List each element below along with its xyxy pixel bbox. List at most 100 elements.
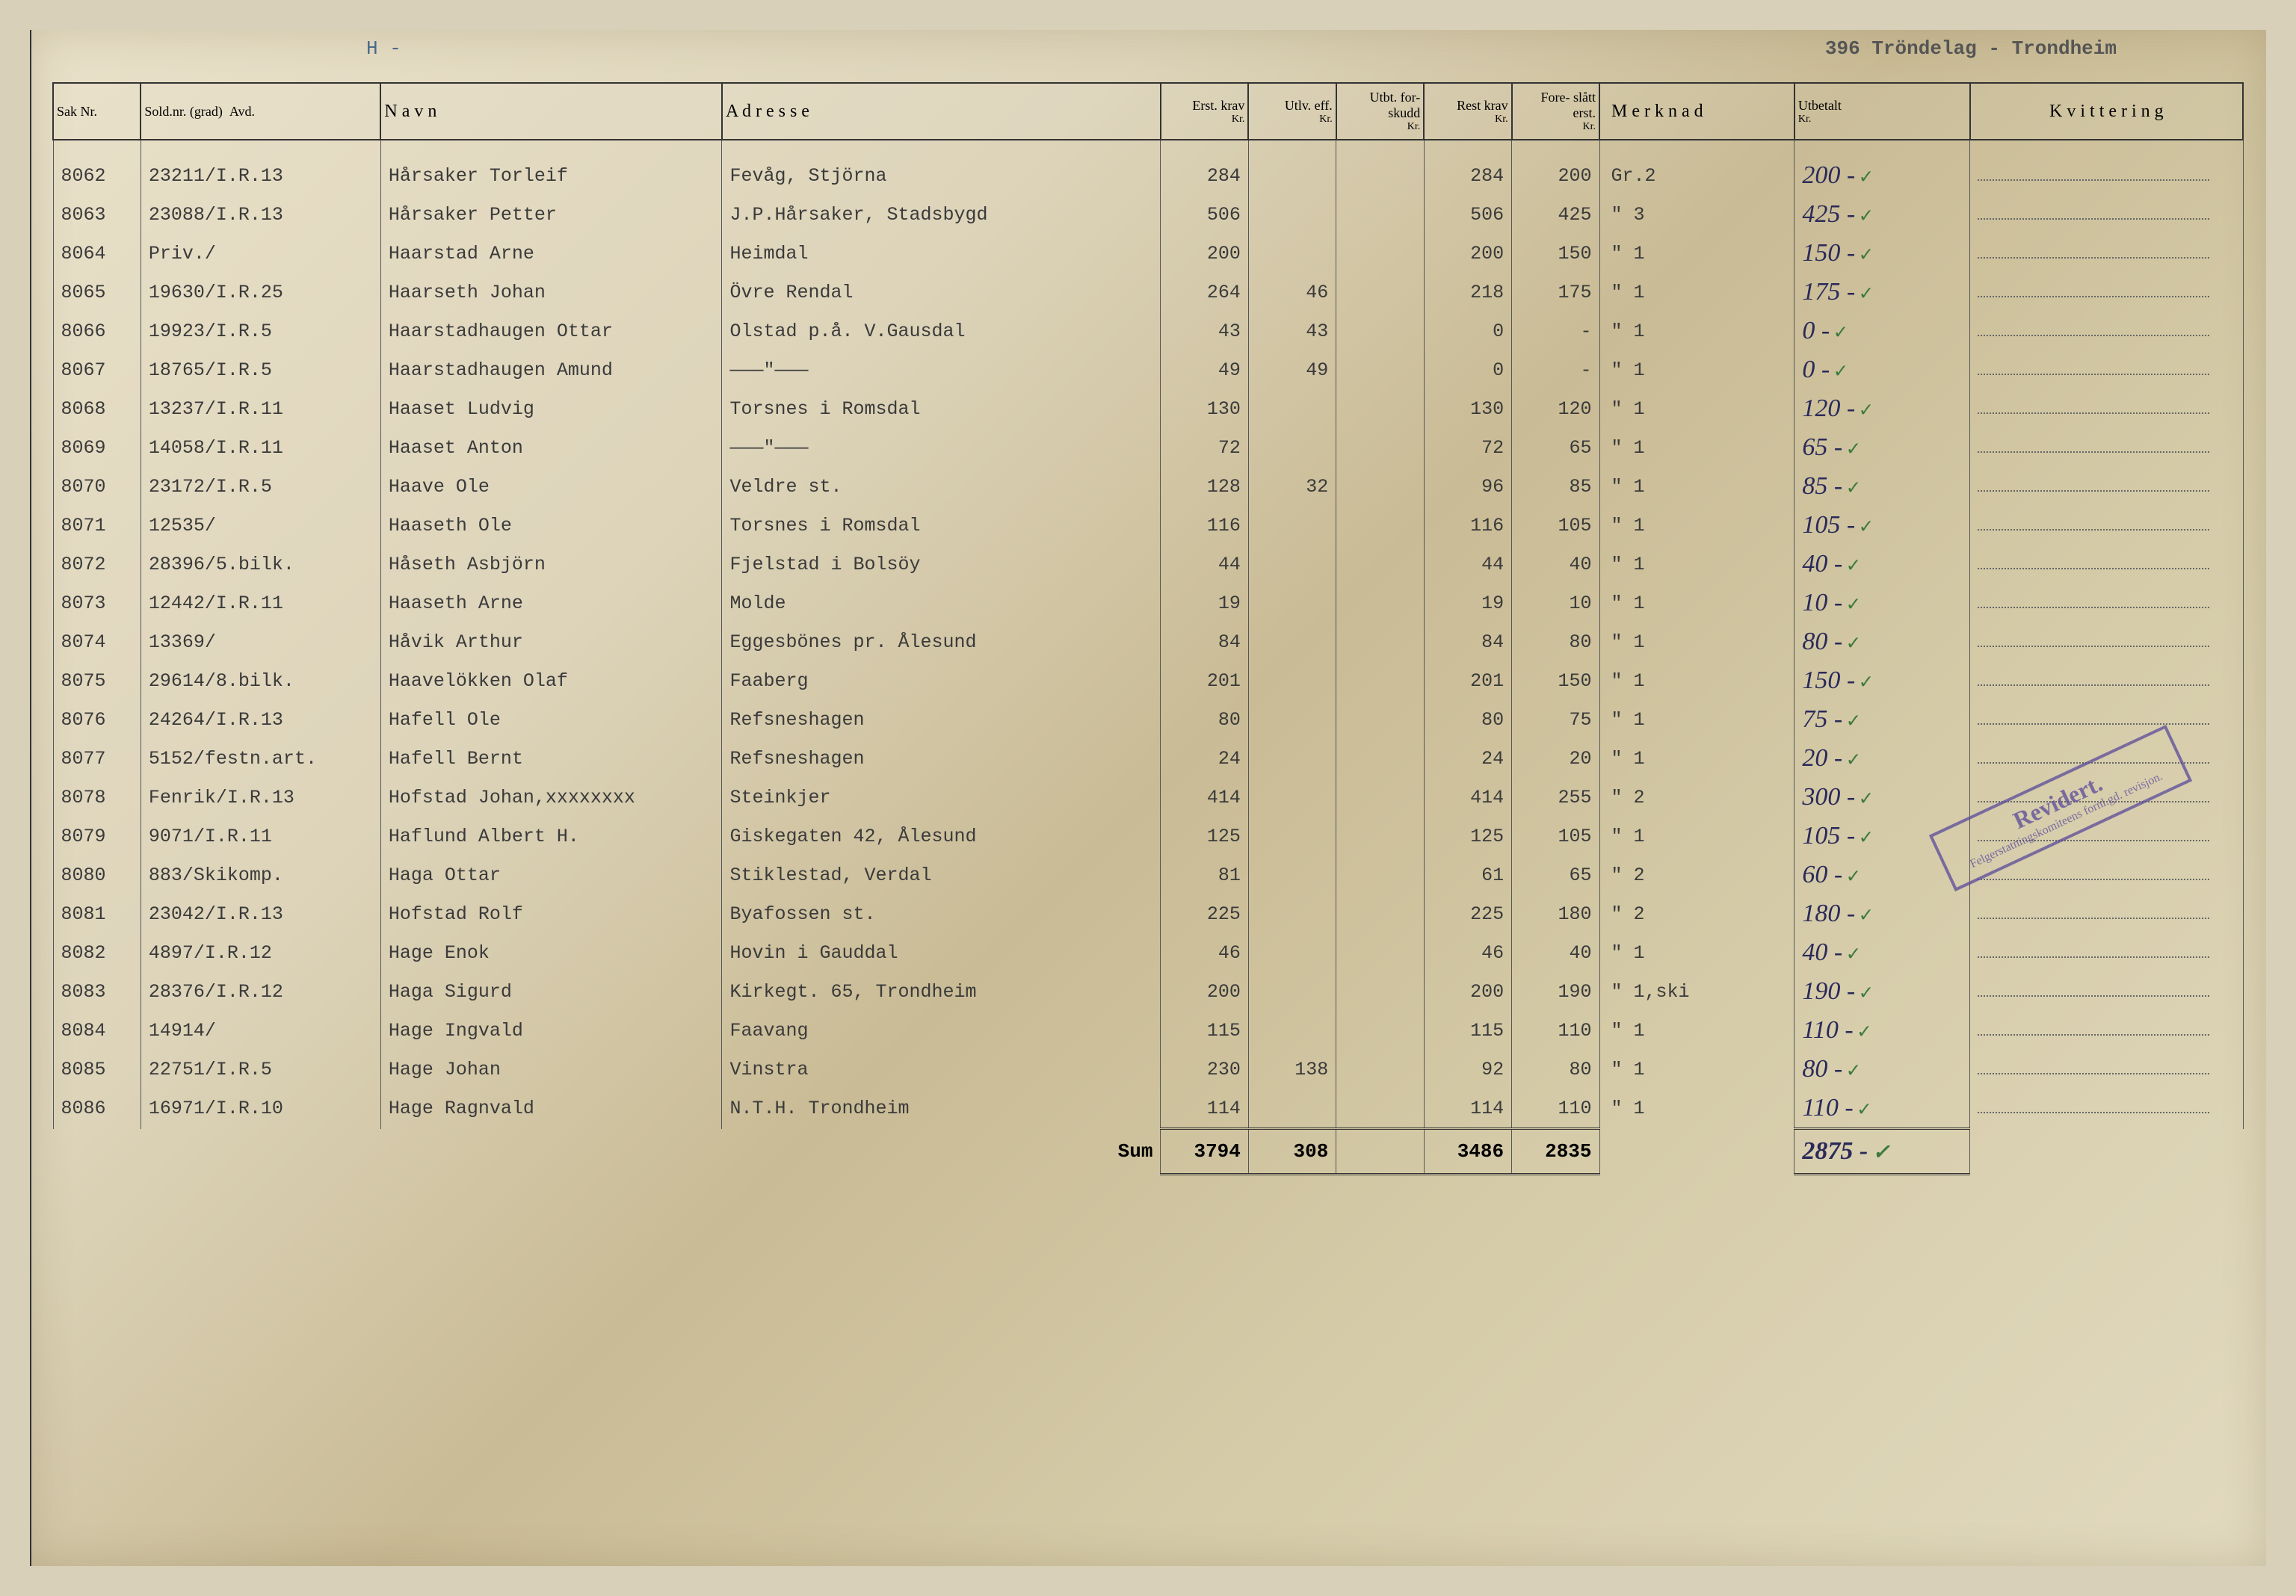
cell-navn: Hofstad Rolf xyxy=(380,894,722,933)
cell-sold: 16971/I.R.10 xyxy=(141,1089,380,1129)
cell-navn: Haaset Anton xyxy=(380,428,722,467)
cell-kvittering xyxy=(1970,972,2243,1011)
col-rest: Rest kravKr. xyxy=(1424,83,1511,140)
cell-sold: 19630/I.R.25 xyxy=(141,273,380,312)
cell-sak: 8076 xyxy=(53,700,141,739)
cell-kvittering xyxy=(1970,545,2243,584)
cell-merknad: " 1 xyxy=(1599,545,1794,584)
cell-utbt xyxy=(1336,933,1424,972)
cell-utbt xyxy=(1336,428,1424,467)
table-row: 8085 22751/I.R.5 Hage Johan Vinstra 230 … xyxy=(53,1050,2243,1089)
cell-rest: 44 xyxy=(1424,545,1511,584)
cell-adresse: Övre Rendal xyxy=(722,273,1161,312)
cell-merknad: " 1 xyxy=(1599,467,1794,506)
cell-sold: 18765/I.R.5 xyxy=(141,350,380,389)
cell-navn: Hage Ingvald xyxy=(380,1011,722,1050)
cell-utbt xyxy=(1336,1011,1424,1050)
cell-utlv xyxy=(1248,933,1336,972)
cell-utbt xyxy=(1336,817,1424,856)
cell-merknad: " 1,ski xyxy=(1599,972,1794,1011)
table-row: 8072 28396/5.bilk. Håseth Asbjörn Fjelst… xyxy=(53,545,2243,584)
cell-rest: 0 xyxy=(1424,312,1511,350)
cell-erst: 24 xyxy=(1161,739,1248,778)
checkmark-icon: ✓ xyxy=(1847,1060,1860,1083)
table-row: 8077 5152/festn.art. Hafell Bernt Refsne… xyxy=(53,739,2243,778)
cell-merknad: " 1 xyxy=(1599,350,1794,389)
cell-rest: 92 xyxy=(1424,1050,1511,1089)
cell-utbt xyxy=(1336,739,1424,778)
cell-adresse: Refsneshagen xyxy=(722,700,1161,739)
table-row: 8078 Fenrik/I.R.13 Hofstad Johan,xxxxxxx… xyxy=(53,778,2243,817)
cell-utbetalt: 200 -✓ xyxy=(1794,140,1970,195)
table-row: 8075 29614/8.bilk. Haavelökken Olaf Faab… xyxy=(53,661,2243,700)
cell-sak: 8081 xyxy=(53,894,141,933)
cell-kvittering xyxy=(1970,584,2243,622)
cell-utbetalt: 80 -✓ xyxy=(1794,1050,1970,1089)
cell-navn: Hage Johan xyxy=(380,1050,722,1089)
table-row: 8069 14058/I.R.11 Haaset Anton ———"——— 7… xyxy=(53,428,2243,467)
checkmark-icon: ✓ xyxy=(1860,827,1872,850)
cell-fore: 110 xyxy=(1512,1089,1599,1129)
cell-adresse: Veldre st. xyxy=(722,467,1161,506)
cell-sold: 28376/I.R.12 xyxy=(141,972,380,1011)
table-row: 8084 14914/ Hage Ingvald Faavang 115 115… xyxy=(53,1011,2243,1050)
cell-utbt xyxy=(1336,1089,1424,1129)
cell-merknad: " 1 xyxy=(1599,234,1794,273)
cell-kvittering xyxy=(1970,1089,2243,1129)
cell-sold: 22751/I.R.5 xyxy=(141,1050,380,1089)
cell-kvittering xyxy=(1970,1050,2243,1089)
checkmark-icon: ✓ xyxy=(1834,361,1847,384)
cell-utlv xyxy=(1248,856,1336,894)
col-sold: Sold.nr. (grad) Avd. xyxy=(141,83,380,140)
cell-sak: 8080 xyxy=(53,856,141,894)
sum-utbetalt: 2875 -✓ xyxy=(1794,1129,1970,1175)
cell-utbt xyxy=(1336,312,1424,350)
checkmark-icon: ✓ xyxy=(1860,283,1872,306)
cell-kvittering xyxy=(1970,273,2243,312)
cell-sold: 23211/I.R.13 xyxy=(141,140,380,195)
cell-kvittering xyxy=(1970,140,2243,195)
cell-merknad: " 1 xyxy=(1599,273,1794,312)
cell-utbetalt: 75 -✓ xyxy=(1794,700,1970,739)
cell-navn: Haarstad Arne xyxy=(380,234,722,273)
checkmark-icon: ✓ xyxy=(1860,205,1872,229)
cell-fore: 150 xyxy=(1512,234,1599,273)
cell-utbt xyxy=(1336,350,1424,389)
cell-utbt xyxy=(1336,506,1424,545)
cell-adresse: Torsnes i Romsdal xyxy=(722,389,1161,428)
col-utlv: Utlv. eff.Kr. xyxy=(1248,83,1336,140)
cell-utlv xyxy=(1248,894,1336,933)
cell-rest: 125 xyxy=(1424,817,1511,856)
cell-fore: 80 xyxy=(1512,1050,1599,1089)
checkmark-icon: ✓ xyxy=(1860,672,1872,695)
cell-navn: Håvik Arthur xyxy=(380,622,722,661)
cell-utbetalt: 65 -✓ xyxy=(1794,428,1970,467)
sum-label: Sum xyxy=(722,1129,1161,1175)
col-erst: Erst. kravKr. xyxy=(1161,83,1248,140)
cell-adresse: Kirkegt. 65, Trondheim xyxy=(722,972,1161,1011)
cell-sak: 8073 xyxy=(53,584,141,622)
cell-fore: 105 xyxy=(1512,506,1599,545)
cell-utbt xyxy=(1336,661,1424,700)
cell-sold: 13237/I.R.11 xyxy=(141,389,380,428)
cell-sak: 8062 xyxy=(53,140,141,195)
cell-fore: - xyxy=(1512,350,1599,389)
cell-sold: 14058/I.R.11 xyxy=(141,428,380,467)
cell-navn: Hafell Ole xyxy=(380,700,722,739)
cell-utlv: 32 xyxy=(1248,467,1336,506)
cell-erst: 72 xyxy=(1161,428,1248,467)
cell-kvittering xyxy=(1970,350,2243,389)
cell-rest: 116 xyxy=(1424,506,1511,545)
cell-merknad: " 1 xyxy=(1599,1050,1794,1089)
table-row: 8070 23172/I.R.5 Haave Ole Veldre st. 12… xyxy=(53,467,2243,506)
cell-kvittering xyxy=(1970,622,2243,661)
cell-merknad: " 2 xyxy=(1599,894,1794,933)
col-adresse: A d r e s s e xyxy=(722,83,1161,140)
page-edge xyxy=(30,30,31,1566)
cell-fore: 105 xyxy=(1512,817,1599,856)
cell-merknad: " 1 xyxy=(1599,739,1794,778)
table-row: 8074 13369/ Håvik Arthur Eggesbönes pr. … xyxy=(53,622,2243,661)
table-row: 8064 Priv./ Haarstad Arne Heimdal 200 20… xyxy=(53,234,2243,273)
cell-sold: 23042/I.R.13 xyxy=(141,894,380,933)
cell-adresse: Giskegaten 42, Ålesund xyxy=(722,817,1161,856)
